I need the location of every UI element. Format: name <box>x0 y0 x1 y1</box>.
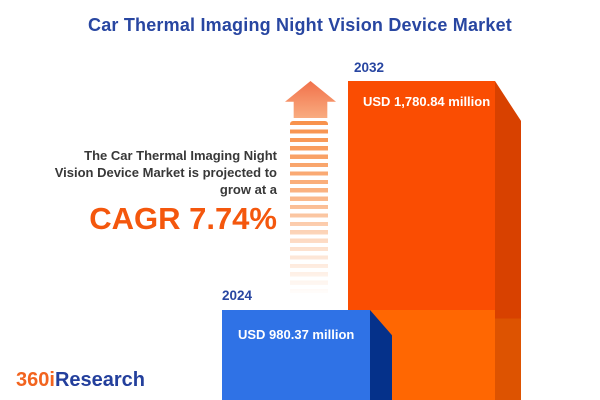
year-label-2024: 2024 <box>222 288 253 303</box>
logo-research: Research <box>54 369 145 391</box>
value-label-2032: USD 1,780.84 million <box>363 94 491 109</box>
cagr-value: CAGR 7.74% <box>89 201 277 236</box>
projection-line-2: Vision Device Market is projected to <box>54 165 277 180</box>
growth-arrow-shaft <box>290 121 328 297</box>
bar-2024 <box>222 310 370 400</box>
logo-360i: 360i <box>16 369 55 391</box>
bar-2024-side-face <box>370 310 392 400</box>
page-title: Car Thermal Imaging Night Vision Device … <box>88 15 512 35</box>
projection-line-3: grow at a <box>219 182 277 197</box>
growth-arrow-icon <box>285 81 336 118</box>
year-label-2032: 2032 <box>354 60 385 75</box>
projection-line-1: The Car Thermal Imaging Night <box>84 148 277 163</box>
value-label-2024: USD 980.37 million <box>238 327 355 342</box>
logo: 360iResearch <box>16 369 145 392</box>
bar-2032-side-face <box>495 81 521 400</box>
projection-text: The Car Thermal Imaging Night Vision Dev… <box>55 147 277 198</box>
bar-2032 <box>348 81 495 310</box>
